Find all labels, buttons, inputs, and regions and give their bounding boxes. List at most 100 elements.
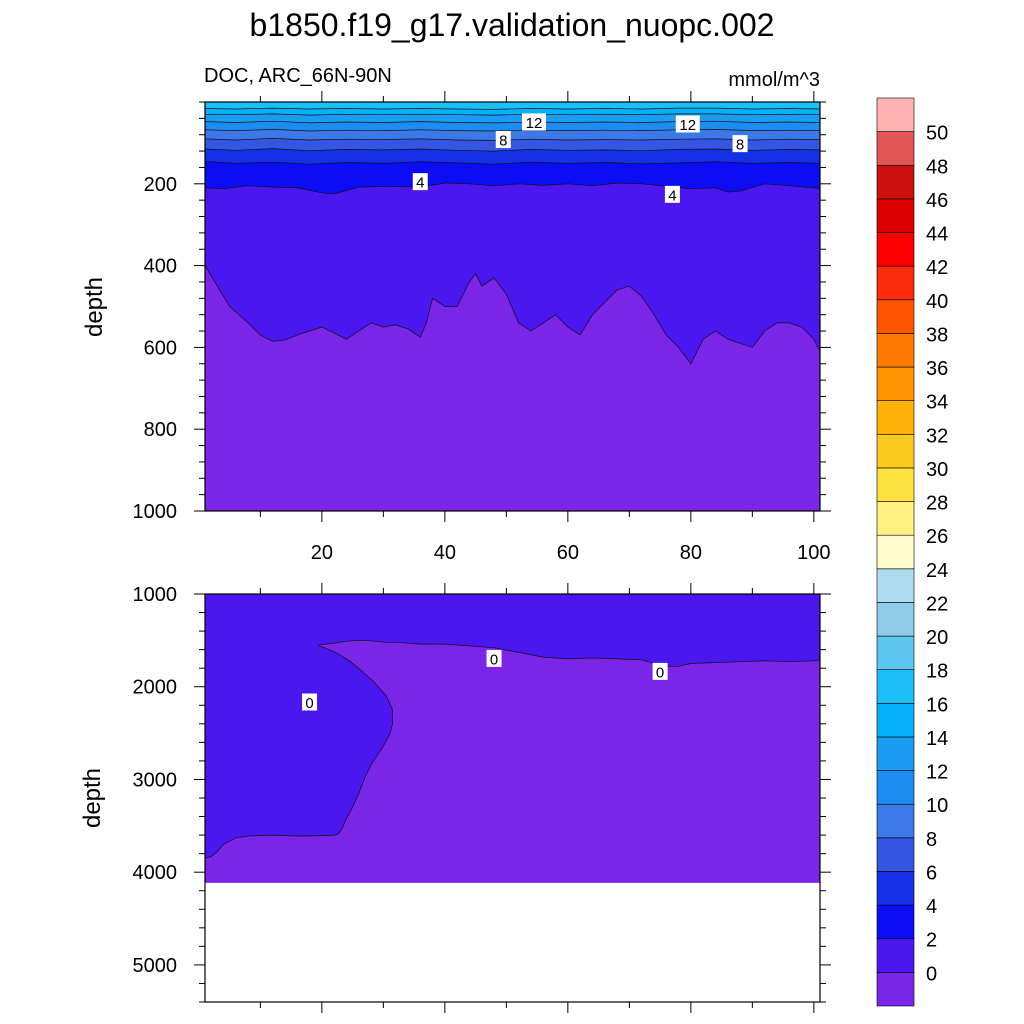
colorbar-label: 44 <box>926 224 948 246</box>
colorbar-box <box>876 736 915 771</box>
y-tick-label: 4000 <box>133 862 178 884</box>
colorbar-label: 50 <box>926 123 948 145</box>
lower-panel: depth 1000 2000 3000 4000 5000 0 0 0 <box>79 583 831 1013</box>
contour-line-4 <box>204 160 821 165</box>
colorbar-label: 20 <box>926 627 948 649</box>
x-tick-label: 20 <box>311 542 333 564</box>
contour-label-text: 0 <box>305 695 313 712</box>
colorbar-label: 24 <box>926 560 948 582</box>
colorbar-label: 14 <box>926 728 948 750</box>
lower-plot-frame <box>204 593 821 1003</box>
colorbar-box <box>876 467 915 502</box>
colorbar-box <box>876 904 915 940</box>
colorbar-label: 26 <box>926 526 948 548</box>
upper-panel: DOC, ARC_66N-90N mmol/m^3 depth 20 40 60 80… <box>81 65 831 564</box>
y-tick-label: 800 <box>144 419 177 441</box>
colorbar-label: 48 <box>926 156 948 178</box>
colorbar-box <box>876 703 915 738</box>
contour-band-above-16 <box>205 102 820 110</box>
contour-line-0 <box>204 265 821 365</box>
lower-contour-labels: 0 0 0 <box>302 649 668 712</box>
colorbar-box <box>876 501 915 536</box>
upper-contour-lines <box>204 107 821 365</box>
contour-line-2 <box>204 182 821 195</box>
colorbar-box <box>876 97 915 132</box>
contour-label-box <box>522 113 547 131</box>
contour-label-box <box>412 173 428 191</box>
colorbar-label: 34 <box>926 392 948 414</box>
colorbar-box <box>876 232 915 267</box>
colorbar-box <box>876 333 915 368</box>
colorbar-label: 40 <box>926 291 948 313</box>
figure-title: b1850.f19_g17.validation_nuopc.002 <box>250 7 775 43</box>
x-tick-label: 40 <box>434 542 456 564</box>
contour-label-box <box>732 135 748 153</box>
contour-label-box <box>664 185 680 203</box>
upper-plot-frame <box>204 101 821 512</box>
contour-label-text: 8 <box>499 133 507 150</box>
contour-label-box <box>495 131 511 149</box>
units-label: mmol/m^3 <box>728 69 820 91</box>
contour-label: 0 <box>652 662 668 681</box>
y-tick-label: 200 <box>144 174 177 196</box>
lower-axes-ticks: 1000 2000 3000 4000 5000 <box>133 583 831 1013</box>
contour-line-6 <box>204 148 821 152</box>
colorbar-box <box>876 669 915 704</box>
contour-label-box <box>486 649 502 667</box>
colorbar-label: 8 <box>926 829 937 851</box>
y-tick-label: 2000 <box>133 677 178 699</box>
contour-label: 4 <box>412 173 428 192</box>
colorbar-box <box>876 433 915 469</box>
contour-label-text: 4 <box>668 187 676 204</box>
contour-label-text: 8 <box>736 137 744 154</box>
contour-label: 0 <box>302 693 318 712</box>
contour-label-text: 12 <box>526 115 543 132</box>
colorbar-box <box>876 198 915 233</box>
colorbar-label: 18 <box>926 661 948 683</box>
colorbar-label: 16 <box>926 694 948 716</box>
colorbar-label: 4 <box>926 896 937 918</box>
colorbar-box <box>876 770 915 805</box>
contour-line-14 <box>204 113 821 116</box>
contour-label-box <box>675 115 700 133</box>
contour-line-8 <box>204 138 821 141</box>
contour-label: 8 <box>732 135 748 154</box>
colorbar-box <box>876 366 915 401</box>
colorbar-box <box>876 635 915 671</box>
contour-label-text: 4 <box>416 175 424 192</box>
colorbar-box <box>876 871 915 906</box>
contour-label: 12 <box>675 115 700 134</box>
y-tick-label: 5000 <box>133 955 178 977</box>
x-tick-label: 60 <box>557 542 579 564</box>
upper-ylabel: depth <box>81 277 108 337</box>
x-tick-label: 100 <box>797 542 830 564</box>
colorbar-label: 38 <box>926 324 948 346</box>
colorbar-label: 12 <box>926 762 948 784</box>
lower-contour-lines <box>204 640 821 859</box>
contour-label: 8 <box>495 131 511 150</box>
contour-label: 4 <box>664 185 680 204</box>
y-tick-label: 600 <box>144 337 177 359</box>
upper-contour-fills <box>205 102 820 511</box>
colorbar-label: 28 <box>926 493 948 515</box>
colorbar-label: 0 <box>926 963 937 985</box>
lower-contour-fills <box>205 594 820 883</box>
colorbar-label: 22 <box>926 593 948 615</box>
contour-label-box <box>652 662 668 680</box>
contour-line-16 <box>204 107 821 110</box>
colorbar: 0246810121416182022242628303234363840424… <box>876 97 948 1007</box>
colorbar-label: 30 <box>926 459 948 481</box>
contour-label: 0 <box>486 649 502 668</box>
variable-label: DOC, ARC_66N-90N <box>204 65 392 87</box>
y-tick-label: 400 <box>144 256 177 278</box>
colorbar-label: 10 <box>926 795 948 817</box>
colorbar-label: 32 <box>926 425 948 447</box>
upper-axes-ticks: 20 40 60 80 100 200 400 600 800 1000 <box>133 91 831 564</box>
contour-label-box <box>302 693 318 711</box>
contour-line-10 <box>204 129 821 132</box>
x-tick-label: 80 <box>680 542 702 564</box>
colorbar-label: 2 <box>926 930 937 952</box>
contour-label-text: 0 <box>656 664 664 681</box>
contour-line-12 <box>204 120 821 124</box>
upper-contour-labels: 12 12 8 8 4 4 <box>412 113 748 204</box>
